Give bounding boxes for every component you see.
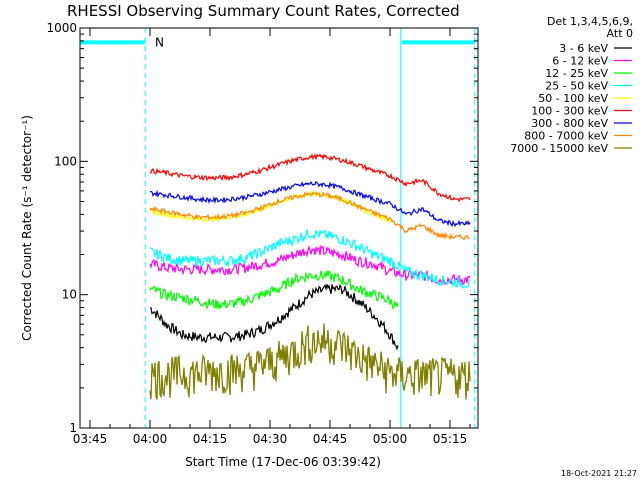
x-axis: 03:45 04:00 04:15 04:30 04:45 05:00 05:15 bbox=[73, 28, 471, 446]
x-tick-label-4: 04:45 bbox=[313, 432, 348, 446]
annotation-0: N bbox=[155, 35, 164, 49]
series-line-7 bbox=[149, 190, 471, 241]
legend-header-line-1: Det 1,3,4,5,6,9, bbox=[547, 15, 633, 28]
y-tick-label-0: 1 bbox=[69, 421, 77, 435]
series-line-2 bbox=[149, 270, 399, 311]
series-line-3 bbox=[149, 228, 471, 290]
legend-label-7: 800 - 7000 keV bbox=[524, 130, 608, 143]
legend-label-1: 6 - 12 keV bbox=[552, 55, 608, 68]
series-line-8 bbox=[149, 323, 471, 400]
x-tick-label-5: 05:00 bbox=[373, 432, 408, 446]
y-tick-label-2: 100 bbox=[54, 154, 77, 168]
series-line-4 bbox=[149, 190, 391, 223]
series-line-6 bbox=[149, 180, 471, 228]
plot-frame bbox=[79, 27, 479, 429]
series-line-5 bbox=[149, 152, 471, 203]
legend-label-5: 100 - 300 keV bbox=[531, 105, 608, 118]
x-tick-label-3: 04:30 bbox=[253, 432, 288, 446]
x-tick-label-0: 03:45 bbox=[73, 432, 108, 446]
y-tick-label-1: 10 bbox=[62, 288, 77, 302]
x-tick-label-6: 05:15 bbox=[433, 432, 468, 446]
x-axis-label: Start Time (17-Dec-06 03:39:42) bbox=[185, 455, 381, 469]
y-axis-label: Corrected Count Rate (s⁻¹ detector⁻¹) bbox=[20, 115, 34, 341]
series-group bbox=[149, 152, 471, 400]
y-axis: 1 10 100 1000 bbox=[46, 21, 478, 435]
legend-label-2: 12 - 25 keV bbox=[545, 67, 608, 80]
legend-label-3: 25 - 50 keV bbox=[545, 80, 608, 93]
timestamp: 18-Oct-2021 21:27 bbox=[561, 469, 637, 478]
legend-label-4: 50 - 100 keV bbox=[538, 92, 608, 105]
legend-header-line-2: Att 0 bbox=[607, 27, 633, 40]
legend-label-8: 7000 - 15000 keV bbox=[510, 142, 608, 155]
x-tick-label-1: 04:00 bbox=[133, 432, 168, 446]
chart-title: RHESSI Observing Summary Count Rates, Co… bbox=[67, 2, 460, 20]
legend-label-0: 3 - 6 keV bbox=[559, 42, 608, 55]
series-line-0 bbox=[149, 283, 399, 351]
legend-label-6: 300 - 800 keV bbox=[531, 117, 608, 130]
x-tick-label-2: 04:15 bbox=[193, 432, 228, 446]
y-tick-label-3: 1000 bbox=[46, 21, 77, 35]
